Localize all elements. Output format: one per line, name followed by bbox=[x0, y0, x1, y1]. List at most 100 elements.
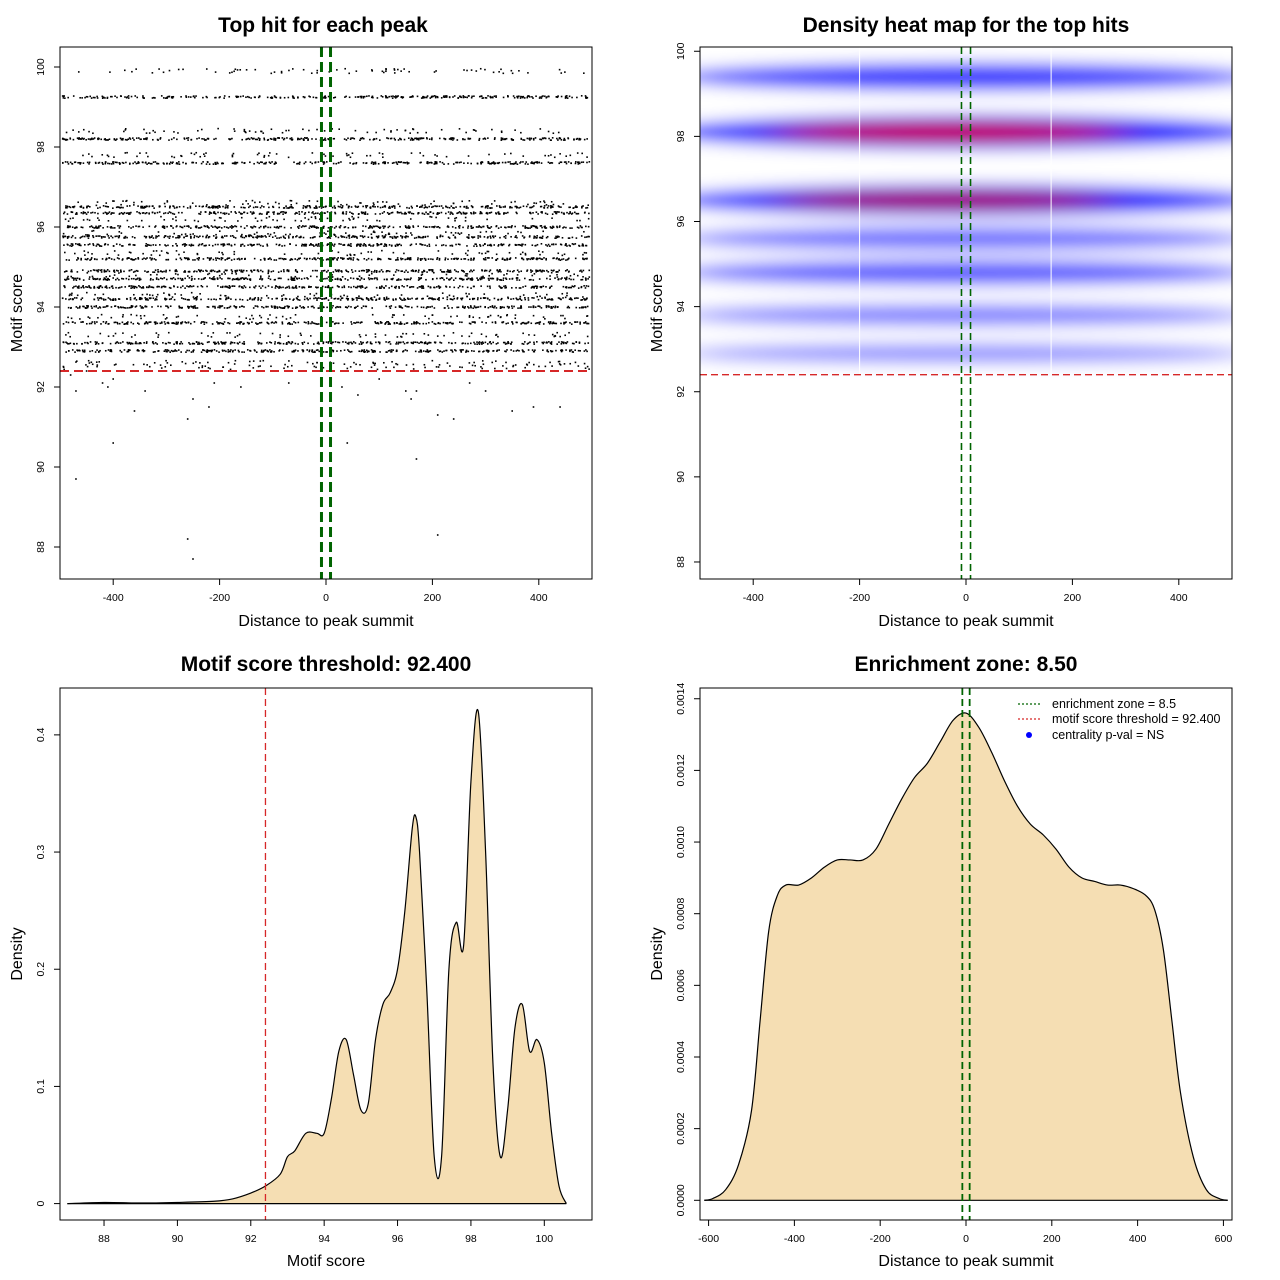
hit-point bbox=[470, 269, 472, 272]
hit-point bbox=[331, 206, 334, 209]
hit-point bbox=[83, 349, 86, 352]
hit-point bbox=[283, 244, 286, 247]
hit-point bbox=[451, 226, 454, 228]
hit-point bbox=[253, 286, 255, 288]
hit-point bbox=[355, 162, 357, 165]
hit-point bbox=[337, 341, 339, 344]
hit-point bbox=[437, 285, 440, 287]
hit-point bbox=[107, 206, 110, 208]
hit-point bbox=[424, 244, 426, 246]
hit-point bbox=[322, 206, 325, 208]
hit-point bbox=[208, 341, 210, 343]
hit-point bbox=[130, 95, 133, 98]
hit-point bbox=[250, 137, 253, 139]
hit-point bbox=[343, 349, 346, 352]
hit-point bbox=[457, 97, 460, 99]
hit-point bbox=[498, 205, 501, 207]
hit-point bbox=[487, 161, 490, 164]
hit-point bbox=[311, 349, 314, 351]
hit-point bbox=[451, 244, 453, 247]
hit-point bbox=[409, 278, 412, 281]
hit-point bbox=[85, 138, 87, 141]
hit-point bbox=[117, 287, 120, 289]
hit-point bbox=[111, 161, 114, 163]
hit-point bbox=[342, 322, 344, 324]
hit-point bbox=[147, 270, 150, 273]
hit-point bbox=[585, 349, 587, 351]
hit-point bbox=[266, 243, 268, 246]
hit-point bbox=[150, 244, 152, 247]
hit-point bbox=[566, 269, 568, 271]
hit-point bbox=[462, 226, 464, 229]
hit-point bbox=[92, 243, 94, 245]
hit-point bbox=[531, 162, 534, 165]
hit-point bbox=[257, 270, 260, 273]
hit-point bbox=[143, 235, 146, 238]
hit-point bbox=[555, 237, 558, 239]
hit-point bbox=[66, 236, 69, 238]
hit-point bbox=[327, 226, 330, 229]
hit-point bbox=[351, 299, 354, 301]
hit-point bbox=[103, 277, 106, 279]
hit-point bbox=[214, 243, 217, 246]
hit-point bbox=[83, 137, 85, 140]
hit-point bbox=[235, 306, 238, 308]
hit-point bbox=[291, 323, 293, 325]
hit-point bbox=[258, 285, 261, 288]
hit-point bbox=[316, 269, 318, 272]
hit-point bbox=[245, 235, 247, 238]
hit-point bbox=[418, 269, 420, 272]
hit-point bbox=[187, 139, 189, 141]
hit-point bbox=[350, 341, 352, 344]
hit-point bbox=[246, 349, 249, 351]
hit-point bbox=[558, 226, 561, 228]
hit-point bbox=[146, 163, 148, 165]
hit-point bbox=[291, 138, 294, 141]
hit-point bbox=[292, 277, 294, 280]
hit-point bbox=[549, 322, 552, 324]
hit-point bbox=[529, 227, 531, 229]
hit-point bbox=[251, 298, 254, 301]
hit-point bbox=[79, 96, 81, 99]
hit-point bbox=[427, 306, 430, 308]
hit-point bbox=[176, 244, 178, 247]
hit-point bbox=[162, 226, 164, 229]
hit-point bbox=[484, 138, 487, 140]
hit-point bbox=[178, 236, 181, 238]
hit-point bbox=[520, 161, 522, 163]
hit-point bbox=[77, 161, 79, 164]
hit-point bbox=[426, 271, 428, 273]
hit-point bbox=[467, 258, 470, 261]
hit-point bbox=[511, 225, 513, 227]
hit-point bbox=[376, 322, 378, 325]
hit-point bbox=[227, 277, 229, 280]
hit-point bbox=[144, 298, 147, 301]
hit-point bbox=[458, 277, 461, 280]
hit-point bbox=[141, 286, 144, 289]
hit-point bbox=[92, 235, 94, 237]
hit-point bbox=[396, 257, 399, 259]
hit-point bbox=[86, 161, 89, 164]
hit-point bbox=[487, 277, 490, 280]
hit-point bbox=[65, 351, 67, 353]
hit-point bbox=[102, 278, 105, 281]
hit-point bbox=[242, 287, 244, 289]
hit-point bbox=[163, 225, 166, 228]
hit-point bbox=[458, 211, 461, 213]
hit-point bbox=[81, 297, 84, 299]
hit-point bbox=[178, 205, 181, 208]
hit-point bbox=[157, 278, 160, 281]
hit-point bbox=[204, 211, 207, 213]
hit-point bbox=[412, 226, 415, 228]
hit-point bbox=[190, 305, 192, 308]
hit-point bbox=[488, 270, 491, 273]
hit-point bbox=[72, 342, 75, 345]
hit-point bbox=[388, 95, 391, 98]
hit-point bbox=[347, 286, 350, 288]
hit-point bbox=[315, 212, 317, 215]
hit-point bbox=[528, 211, 531, 214]
hit-point bbox=[166, 162, 168, 165]
hit-point bbox=[343, 236, 346, 238]
hit-point bbox=[338, 161, 340, 164]
hit-point bbox=[267, 211, 270, 213]
